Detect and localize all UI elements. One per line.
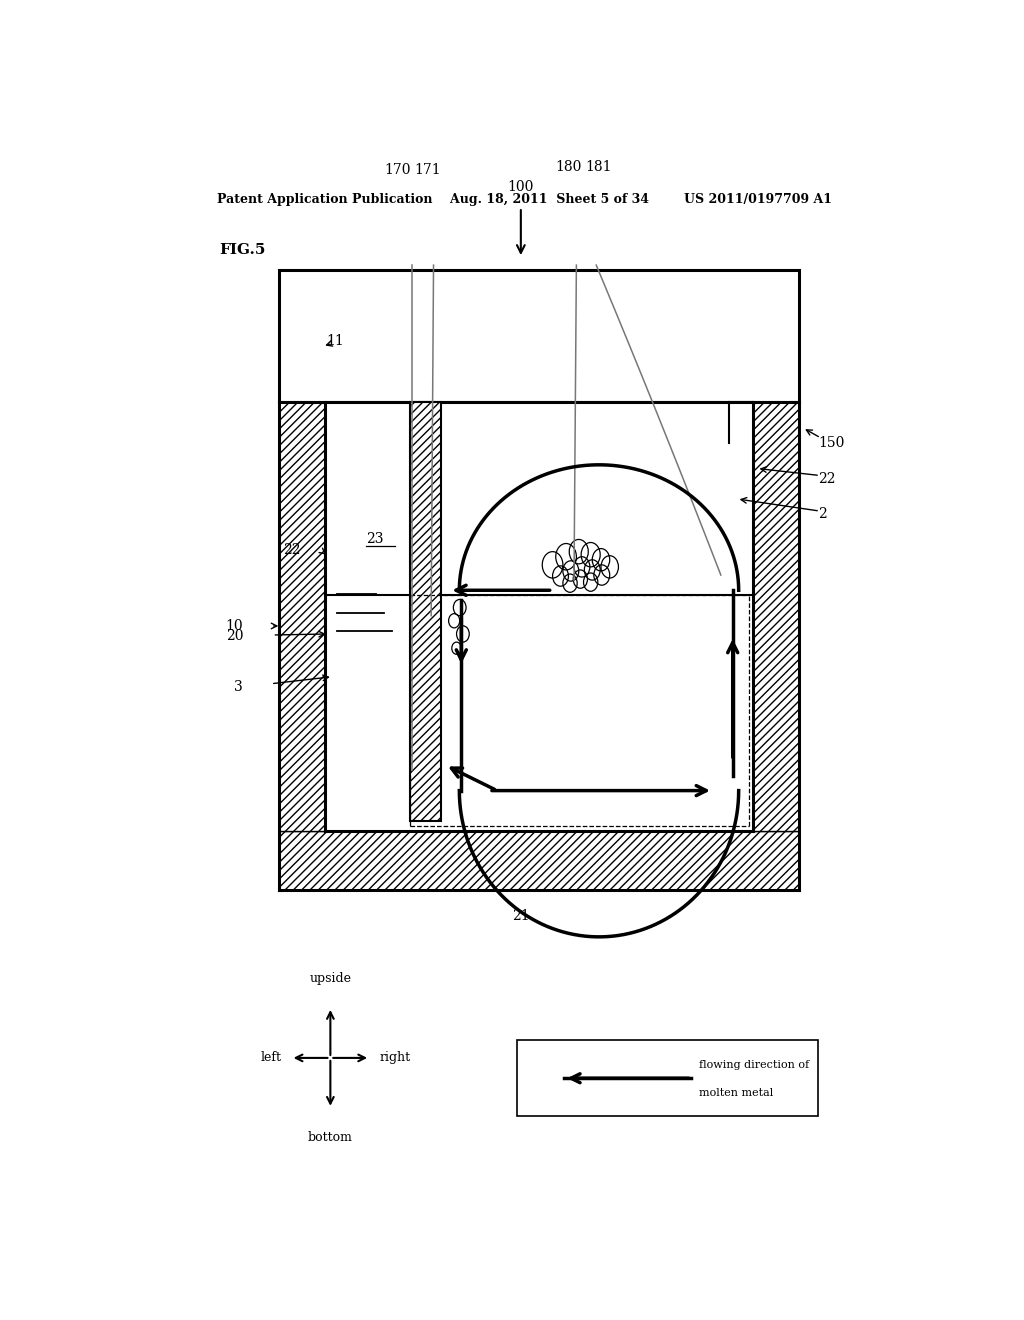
Text: 2: 2: [818, 507, 827, 521]
Bar: [753, 403, 799, 832]
Text: 21: 21: [512, 908, 529, 923]
Bar: [517, 1040, 818, 1117]
Text: flowing direction of: flowing direction of: [699, 1060, 810, 1071]
Text: FIG.5: FIG.5: [219, 243, 265, 257]
Bar: [279, 832, 799, 890]
Bar: [325, 403, 753, 832]
Text: 10: 10: [225, 619, 243, 634]
Bar: [279, 271, 799, 403]
Text: 181: 181: [586, 160, 612, 174]
Text: 100: 100: [508, 180, 535, 194]
Text: 22: 22: [818, 471, 836, 486]
Text: 170: 170: [385, 162, 411, 177]
Text: left: left: [260, 1052, 282, 1064]
Text: 180: 180: [555, 160, 582, 174]
Text: bottom: bottom: [308, 1131, 353, 1144]
Text: 3: 3: [234, 680, 243, 694]
Bar: [279, 403, 325, 832]
Bar: [410, 403, 441, 821]
Text: 23: 23: [367, 532, 384, 546]
Text: molten metal: molten metal: [699, 1089, 774, 1098]
Text: 11: 11: [327, 334, 344, 348]
Text: right: right: [380, 1052, 411, 1064]
Text: Patent Application Publication    Aug. 18, 2011  Sheet 5 of 34        US 2011/01: Patent Application Publication Aug. 18, …: [217, 193, 833, 206]
Text: upside: upside: [309, 972, 351, 985]
Text: 150: 150: [818, 436, 845, 450]
Text: 22: 22: [283, 543, 300, 557]
Text: 171: 171: [415, 162, 441, 177]
Text: 20: 20: [225, 630, 243, 643]
